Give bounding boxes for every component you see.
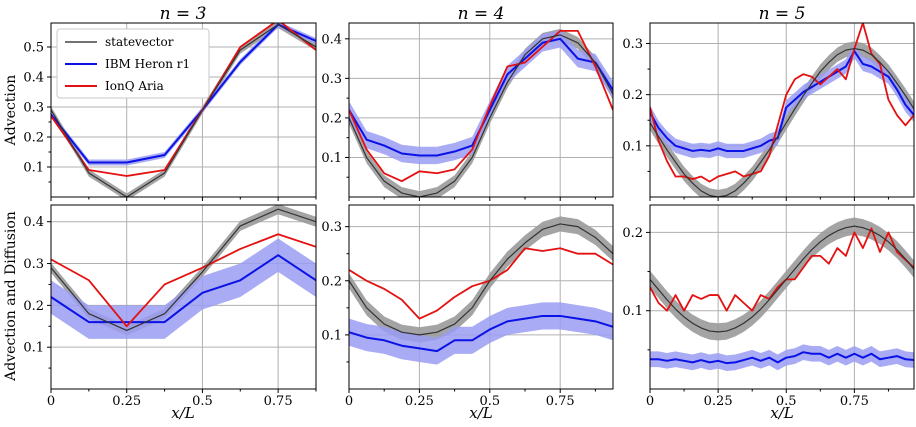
- panel-r1-c1-frame: [348, 204, 614, 390]
- panel-r0-c0-line-ionq: [51, 23, 316, 177]
- legend-box: [56, 28, 210, 99]
- panel-r1-c2: 0 0.25 0.5 0.75 0.1 0.2: [622, 204, 915, 409]
- panel-r1-c1-xtick-label-1: 0.25: [405, 394, 434, 409]
- panel-r1-c0-ytick-label-2: 0.3: [23, 257, 44, 272]
- panel-r1-c1-ytick-label-0: 0.1: [321, 328, 342, 343]
- legend-label-statevector: statevector: [105, 35, 174, 49]
- panel-r1-c0-frame: [50, 204, 317, 390]
- panel-r1-c2-ytick-label-0: 0.1: [622, 304, 643, 319]
- x-axis-label-col2: x/L: [469, 404, 493, 422]
- panel-r0-c2-plot-area: [650, 23, 914, 197]
- panel-r0-c0-ytick-label-2: 0.3: [23, 101, 44, 116]
- panel-r1-c0-line-ibm: [51, 254, 316, 324]
- panel-r1-c2-line-statevector: [650, 225, 914, 333]
- panel-r0-c1-ytick-label-0: 0.1: [321, 151, 342, 166]
- panel-r1-c1-ytick-label-2: 0.3: [321, 220, 342, 235]
- panel-r0-c0-frame: [50, 22, 317, 198]
- panel-r1-c2-xtick-label-2: 0.5: [776, 394, 797, 409]
- col-title-n3: n = 3: [160, 4, 207, 24]
- panel-r1-c2-frame: [649, 204, 915, 390]
- panel-r0-c1-plot-area: [349, 28, 613, 197]
- panel-r1-c1-xtick-label-0: 0: [345, 394, 353, 409]
- col-title-n5: n = 5: [759, 4, 806, 24]
- panel-r0-c1-line-ionq: [349, 30, 613, 183]
- panel-r0-c1-ytick-label-3: 0.4: [321, 32, 342, 47]
- x-axis-label-col1: x/L: [171, 404, 195, 422]
- panel-r1-c0-ytick-label-0: 0.1: [23, 341, 44, 356]
- panel-r1-c2-ytick-label-1: 0.2: [622, 226, 643, 241]
- panel-r1-c0-xtick-label-2: 0.5: [192, 394, 213, 409]
- legend: statevector IBM Heron r1 IonQ Aria: [56, 28, 210, 99]
- panel-r1-c2-xtick-label-1: 0.25: [704, 394, 733, 409]
- panel-r0-c1-band-ibm: [349, 30, 613, 165]
- panel-r1-c1-line-ibm: [349, 314, 613, 353]
- legend-label-ibm: IBM Heron r1: [105, 57, 190, 71]
- panel-r0-c2-ytick-label-2: 0.3: [622, 37, 643, 52]
- panel-r0-c0-plot-area: [51, 23, 316, 197]
- panel-r0-c2-ytick-label-0: 0.1: [622, 139, 643, 154]
- row-label-advection: Advection: [3, 75, 19, 147]
- panel-r1-c2-xtick-label-0: 0: [646, 394, 654, 409]
- panel-r0-c0-line-statevector: [51, 23, 316, 197]
- panel-r0-c0-ytick-label-1: 0.2: [23, 131, 44, 146]
- panel-r1-c2-plot-area: [650, 217, 914, 371]
- panel-r1-c1: 0 0.25 0.5 0.75 0.1 0.2 0.3: [321, 204, 614, 409]
- panel-r0-c1-frame: [348, 22, 614, 198]
- panel-r0-c2-frame: [649, 22, 915, 198]
- col-title-n4: n = 4: [458, 4, 505, 24]
- panel-r1-c0-xtick-label-1: 0.25: [112, 394, 141, 409]
- panel-r1-c0-ytick-label-1: 0.2: [23, 299, 44, 314]
- legend-label-ionq: IonQ Aria: [105, 79, 164, 93]
- panel-r1-c0: 0 0.25 0.5 0.75 0.1 0.2 0.3 0.4: [23, 204, 317, 409]
- panel-r1-c0-line-statevector: [51, 208, 316, 332]
- panel-r0-c2-line-ionq: [650, 23, 914, 183]
- panel-r1-c0-plot-area: [51, 205, 316, 339]
- panel-r0-c1-ytick-label-2: 0.3: [321, 72, 342, 87]
- panel-r0-c0-line-ibm: [51, 23, 316, 164]
- panel-r0-c0-ytick-label-0: 0.1: [23, 161, 44, 176]
- panel-r0-c2-line-statevector: [650, 47, 914, 197]
- panel-r0-c1: 0.1 0.2 0.3 0.4: [321, 22, 614, 201]
- panel-r1-c2-band-ibm: [650, 344, 914, 371]
- panel-r1-c1-plot-area: [349, 216, 613, 365]
- panel-r1-c1-band-ibm: [349, 302, 613, 365]
- panel-r1-c2-band-statevector: [650, 217, 914, 341]
- panel-r0-c2-ytick-label-1: 0.2: [622, 88, 643, 103]
- panel-r1-c0-xtick-label-0: 0: [47, 394, 55, 409]
- panel-r1-c2-line-ionq: [650, 227, 914, 312]
- panel-r1-c1-band-statevector: [349, 216, 613, 343]
- panel-r0-c1-ytick-label-1: 0.2: [321, 111, 342, 126]
- panel-r1-c1-xtick-label-2: 0.5: [479, 394, 500, 409]
- row-label-advection-diffusion: Advection and Diffusion: [3, 211, 19, 382]
- panel-r1-c2-xtick-label-3: 0.75: [840, 394, 869, 409]
- panel-r1-c2-line-ibm: [650, 351, 914, 365]
- panel-r0-c1-line-statevector: [349, 34, 613, 197]
- panel-r1-c0-xtick-label-3: 0.75: [264, 394, 293, 409]
- panel-r1-c0-line-ionq: [51, 233, 316, 328]
- panel-r0-c0-ytick-label-4: 0.5: [23, 41, 44, 56]
- x-axis-label-col3: x/L: [770, 404, 794, 422]
- panel-r0-c2: 0.1 0.2 0.3: [622, 22, 915, 201]
- panel-r1-c0-ytick-label-3: 0.4: [23, 215, 44, 230]
- panel-r0-c0-ytick-label-3: 0.4: [23, 71, 44, 86]
- panel-r1-c1-xtick-label-3: 0.75: [546, 394, 575, 409]
- panel-r1-c1-line-statevector: [349, 223, 613, 336]
- panel-r0-c2-line-ibm: [650, 50, 914, 152]
- panel-r1-c1-ytick-label-1: 0.2: [321, 274, 342, 289]
- panel-r1-c1-line-ionq: [349, 247, 613, 320]
